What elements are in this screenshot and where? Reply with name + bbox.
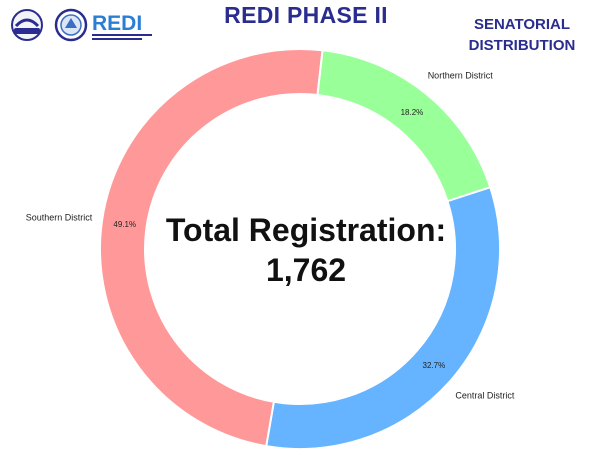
redi-brand-logo: REDI — [92, 12, 152, 40]
subtitle-line-2: DISTRIBUTION — [468, 37, 576, 54]
donut-slice-northern-district — [316, 49, 492, 203]
total-label: Total Registration: — [165, 212, 447, 248]
category-label: Central District — [455, 391, 515, 401]
svg-text:REDI: REDI — [92, 12, 142, 35]
subtitle-line-1: SENATORIAL — [473, 16, 571, 33]
total-value: 1,762 — [265, 252, 347, 288]
center-total: Total Registration: 1,762 — [156, 210, 456, 290]
percent-label: 18.2% — [401, 108, 424, 117]
category-label: Southern District — [26, 212, 93, 222]
donut-slice-southern-district — [98, 48, 324, 448]
page-subtitle: SENATORIAL DISTRIBUTION — [452, 14, 592, 56]
agency-seal-logo — [54, 8, 88, 42]
category-label: Northern District — [428, 71, 494, 81]
percent-label: 32.7% — [423, 361, 446, 370]
page-title: REDI PHASE II — [224, 2, 388, 28]
percent-label: 49.1% — [113, 220, 136, 229]
state-seal-logo — [11, 9, 43, 41]
